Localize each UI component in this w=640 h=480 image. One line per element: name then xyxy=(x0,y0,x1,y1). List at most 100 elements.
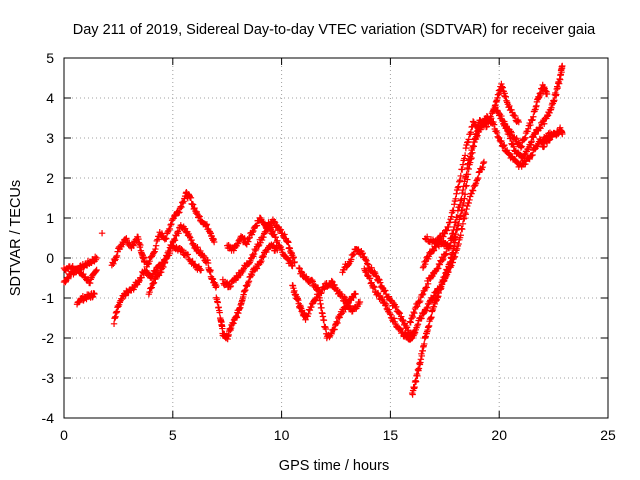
data-point xyxy=(503,127,511,134)
data-point xyxy=(189,258,196,265)
data-point xyxy=(93,254,100,262)
data-point xyxy=(466,193,474,200)
data-point xyxy=(435,265,442,272)
data-point xyxy=(414,372,421,380)
data-point xyxy=(377,279,384,286)
data-point xyxy=(137,241,144,249)
series-track-o xyxy=(408,234,459,398)
data-point xyxy=(466,159,474,166)
data-point xyxy=(242,286,249,294)
data-point xyxy=(412,304,419,311)
series-track-d xyxy=(108,233,148,269)
data-point xyxy=(245,279,252,286)
data-point xyxy=(207,267,214,274)
data-point xyxy=(363,268,370,276)
series-outlier-1 xyxy=(98,230,106,237)
data-point xyxy=(110,320,118,328)
data-point xyxy=(285,239,292,246)
data-point xyxy=(160,259,168,266)
series-track-e xyxy=(110,242,205,328)
data-point xyxy=(457,172,464,180)
data-point xyxy=(461,195,468,202)
data-point xyxy=(464,164,471,172)
data-point xyxy=(449,259,456,266)
y-tick-label: -3 xyxy=(42,370,55,386)
data-point xyxy=(447,242,454,249)
data-point xyxy=(175,230,182,237)
data-point xyxy=(196,213,203,220)
data-point xyxy=(184,251,191,258)
data-point xyxy=(511,112,519,120)
y-tick-label: 4 xyxy=(46,90,54,106)
x-tick-label: 10 xyxy=(274,427,290,443)
data-point xyxy=(446,219,454,226)
data-point xyxy=(200,253,207,261)
data-point xyxy=(453,226,461,233)
data-point xyxy=(537,125,544,132)
data-point xyxy=(157,269,165,276)
data-point xyxy=(314,284,322,291)
data-point xyxy=(440,233,447,240)
series-track-c xyxy=(73,290,98,308)
data-point xyxy=(469,118,477,125)
data-point xyxy=(161,259,169,267)
data-point xyxy=(491,103,499,111)
data-point xyxy=(458,207,465,215)
data-point xyxy=(475,169,483,176)
data-point xyxy=(450,237,457,244)
data-point xyxy=(467,129,475,136)
series-track-k xyxy=(289,277,359,323)
data-point xyxy=(416,299,423,306)
data-point xyxy=(387,311,394,318)
data-point xyxy=(522,160,529,168)
data-point xyxy=(462,144,470,152)
data-point xyxy=(464,139,471,146)
data-point xyxy=(453,190,460,197)
data-point xyxy=(510,111,517,119)
data-point xyxy=(324,283,331,290)
data-point xyxy=(245,238,252,245)
data-point xyxy=(113,254,120,261)
data-point xyxy=(273,238,280,246)
x-tick-labels: 0 5 10 15 20 25 xyxy=(60,427,616,443)
gridlines xyxy=(64,58,608,418)
data-point xyxy=(433,239,441,246)
data-point xyxy=(147,285,154,292)
data-point xyxy=(385,306,393,313)
data-point xyxy=(271,219,279,226)
data-point xyxy=(451,234,458,241)
data-point xyxy=(464,202,471,210)
data-point xyxy=(256,258,264,266)
data-point xyxy=(197,266,205,274)
data-point xyxy=(406,318,414,325)
series-track-a xyxy=(60,253,100,286)
data-point xyxy=(526,155,533,163)
data-point xyxy=(258,257,265,265)
data-point xyxy=(234,274,241,282)
data-point xyxy=(480,160,487,167)
data-point xyxy=(62,278,69,286)
data-point xyxy=(375,276,382,283)
data-point xyxy=(501,141,508,149)
data-point xyxy=(309,278,316,285)
data-point xyxy=(465,136,472,143)
data-point xyxy=(195,212,203,219)
data-point xyxy=(422,260,429,268)
data-point xyxy=(520,154,528,162)
data-point xyxy=(423,284,430,291)
data-point xyxy=(410,308,417,316)
data-point xyxy=(459,206,466,214)
data-point xyxy=(252,247,259,254)
data-point xyxy=(468,190,475,197)
data-point xyxy=(445,268,452,276)
y-tick-label: 1 xyxy=(46,210,54,226)
data-point xyxy=(255,242,262,250)
data-point xyxy=(91,253,99,261)
data-point xyxy=(474,174,482,182)
data-point xyxy=(305,310,312,318)
data-point xyxy=(230,247,237,254)
data-point xyxy=(326,333,333,341)
data-point xyxy=(390,315,398,322)
data-point xyxy=(530,113,537,120)
data-point xyxy=(259,252,266,260)
